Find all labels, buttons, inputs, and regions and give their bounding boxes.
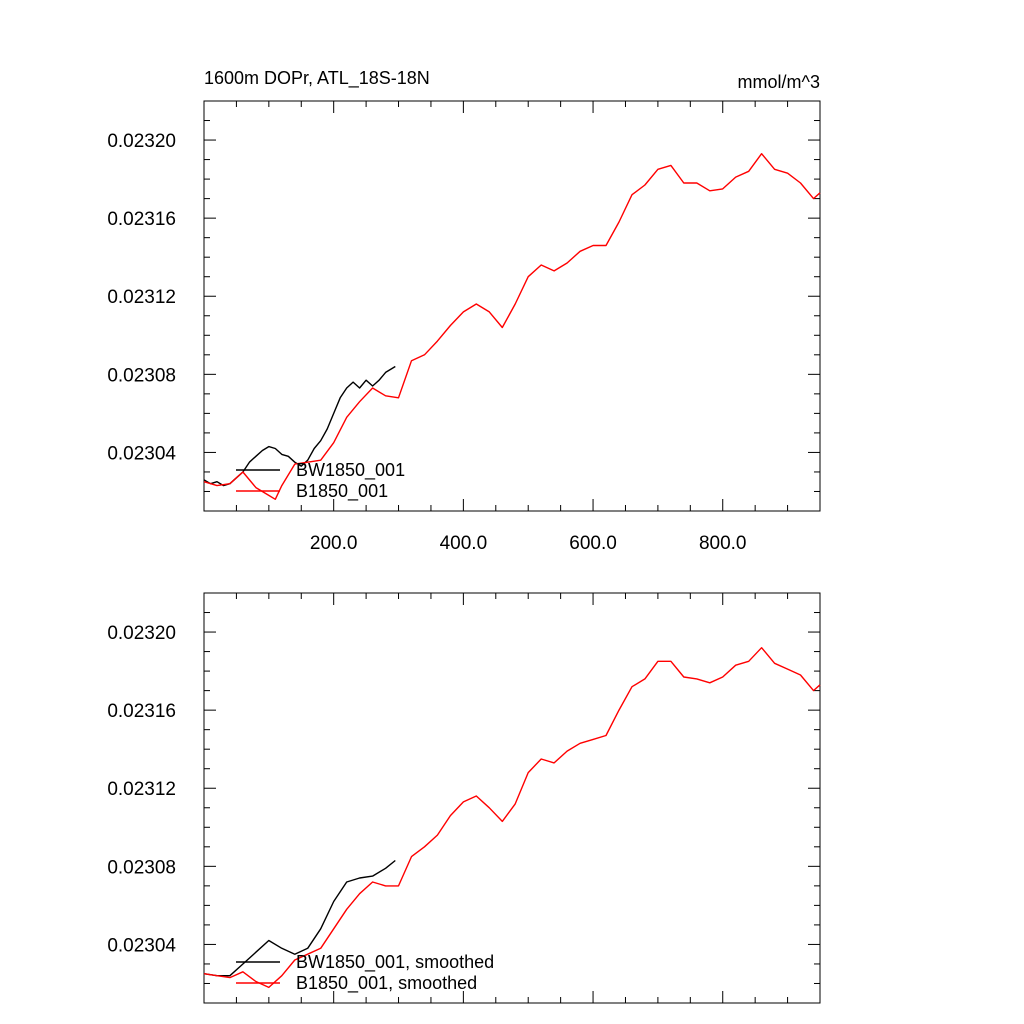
legend-label: BW1850_001, smoothed — [296, 952, 494, 973]
legend-label: B1850_001, smoothed — [296, 973, 477, 994]
x-tick-label: 200.0 — [310, 533, 358, 554]
y-tick-label: 0.02308 — [107, 365, 176, 386]
y-tick-label: 0.02308 — [107, 857, 176, 878]
chart-title: 1600m DOPr, ATL_18S-18N — [204, 68, 430, 89]
y-tick-label: 0.02312 — [107, 779, 176, 800]
y-tick-label: 0.02304 — [107, 443, 176, 464]
plot-frame — [203, 100, 821, 512]
chart-panel-bottom: 0.02304 0.02308 0.02312 0.02316 0.02320 BW185… — [107, 592, 821, 1004]
series-line-b1850-001 — [203, 152, 821, 500]
x-tick-label: 800.0 — [699, 533, 747, 554]
chart-panel-top: 1600m DOPr, ATL_18S-18N mmol/m^3 0.02304… — [107, 68, 821, 554]
series-line-bw1850-001-smoothed — [203, 859, 396, 977]
plot-frame — [203, 592, 821, 1004]
y-tick-label: 0.02316 — [107, 701, 176, 722]
y-tick-label: 0.02312 — [107, 287, 176, 308]
y-tick-label: 0.02316 — [107, 209, 176, 230]
legend-label: B1850_001 — [296, 481, 388, 502]
y-tick-label: 0.02320 — [107, 131, 176, 152]
legend-label: BW1850_001 — [296, 460, 405, 481]
series-line-b1850-001-smoothed — [203, 647, 821, 989]
x-tick-label: 400.0 — [440, 533, 488, 554]
y-tick-label: 0.02304 — [107, 935, 176, 956]
y-tick-label: 0.02320 — [107, 623, 176, 644]
x-tick-label: 600.0 — [569, 533, 617, 554]
chart-units-label: mmol/m^3 — [738, 72, 820, 92]
